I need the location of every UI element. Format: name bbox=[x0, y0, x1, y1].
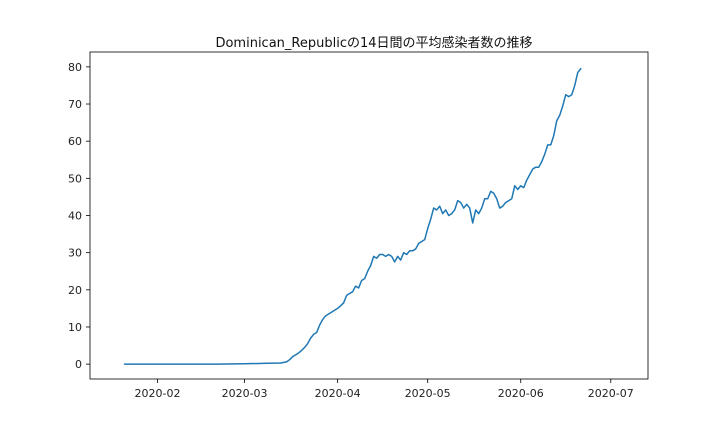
x-tick-label: 2020-02 bbox=[135, 387, 181, 400]
x-tick-label: 2020-06 bbox=[498, 387, 544, 400]
y-tick-label: 80 bbox=[68, 61, 82, 74]
y-tick-label: 30 bbox=[68, 247, 82, 260]
plot-series bbox=[123, 67, 582, 365]
y-tick-label: 20 bbox=[68, 284, 82, 297]
x-tick-label: 2020-03 bbox=[222, 387, 268, 400]
y-tick-label: 60 bbox=[68, 135, 82, 148]
plot-area-frame bbox=[89, 51, 649, 380]
y-tick-label: 0 bbox=[75, 358, 82, 371]
series-line bbox=[123, 67, 582, 365]
y-tick-label: 50 bbox=[68, 172, 82, 185]
y-tick-label: 10 bbox=[68, 321, 82, 334]
chart-title: Dominican_Republicの14日間の平均感染者数の推移 bbox=[215, 35, 532, 51]
x-axis: 2020-02 2020-03 2020-04 2020-05 2020-06 2020-… bbox=[135, 379, 634, 400]
y-tick-label: 40 bbox=[68, 210, 82, 223]
x-tick-label: 2020-05 bbox=[405, 387, 451, 400]
y-axis: 0 10 20 30 40 50 60 70 80 bbox=[68, 61, 90, 371]
x-tick-label: 2020-07 bbox=[588, 387, 634, 400]
x-tick-label: 2020-04 bbox=[315, 387, 361, 400]
y-tick-label: 70 bbox=[68, 98, 82, 111]
